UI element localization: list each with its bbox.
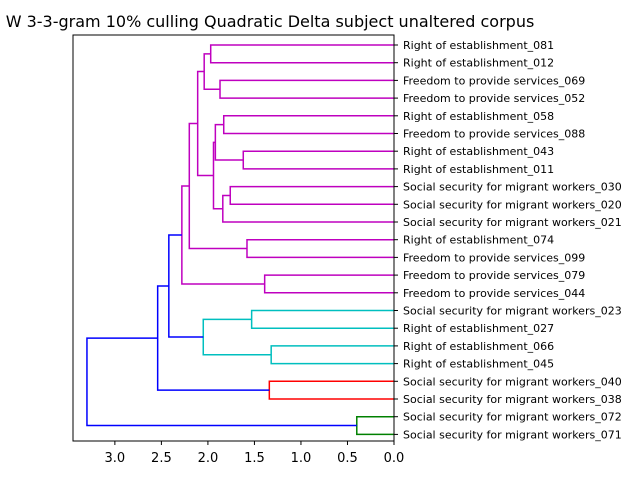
leaf-label: Freedom to provide services_052 bbox=[403, 92, 585, 105]
dendrogram-link-m18 bbox=[168, 234, 204, 338]
dendrogram-link-m17 bbox=[202, 318, 272, 356]
x-axis-ticks: 3.0 2.5 2.0 1.5 1.0 0.5 0.0 bbox=[105, 441, 405, 466]
leaf-label: Social security for migrant workers_040 bbox=[403, 375, 622, 388]
leaf-label: Right of establishment_011 bbox=[403, 163, 554, 176]
leaf-label: Freedom to provide services_088 bbox=[403, 128, 585, 141]
leaf-label: Right of establishment_081 bbox=[403, 39, 554, 52]
x-tick-label: 2.5 bbox=[151, 451, 172, 466]
x-tick-label: 0.0 bbox=[384, 451, 405, 466]
chart-title: W 3-3-gram 10% culling Quadratic Delta s… bbox=[6, 12, 535, 31]
dendrogram-link-m1 bbox=[209, 44, 394, 64]
dendrogram-link-m3 bbox=[203, 53, 221, 90]
leaf-label: Freedom to provide services_044 bbox=[403, 287, 585, 300]
dendrogram-links bbox=[86, 44, 394, 436]
dendrogram-link-m13 bbox=[263, 274, 394, 294]
dendrogram-link-m15 bbox=[250, 309, 394, 329]
dendrogram-link-m19 bbox=[268, 380, 394, 400]
leaf-label: Social security for migrant workers_023 bbox=[403, 305, 622, 318]
dendrogram-link-m4 bbox=[222, 115, 394, 135]
x-tick-label: 0.5 bbox=[337, 451, 358, 466]
x-tick-label: 1.0 bbox=[291, 451, 312, 466]
leaf-label: Social security for migrant workers_030 bbox=[403, 181, 622, 194]
x-tick-label: 2.0 bbox=[198, 451, 219, 466]
leaf-label: Freedom to provide services_079 bbox=[403, 269, 585, 282]
leaf-label: Right of establishment_058 bbox=[403, 110, 554, 123]
leaf-label: Social security for migrant workers_072 bbox=[403, 411, 622, 424]
x-tick-label: 3.0 bbox=[105, 451, 126, 466]
leaf-label: Social security for migrant workers_038 bbox=[403, 393, 622, 406]
leaf-label: Right of establishment_043 bbox=[403, 145, 554, 158]
dendrogram-link-m6 bbox=[214, 123, 244, 161]
leaf-label: Right of establishment_027 bbox=[403, 322, 554, 335]
leaf-labels: Right of establishment_081 Right of estab… bbox=[394, 39, 622, 441]
leaf-label: Social security for migrant workers_071 bbox=[403, 428, 622, 441]
dendrogram-link-m10 bbox=[196, 70, 214, 177]
dendrogram-link-m7 bbox=[229, 185, 394, 206]
leaf-label: Social security for migrant workers_021 bbox=[403, 216, 622, 229]
dendrogram-link-m21 bbox=[356, 415, 394, 436]
dendrogram-link-m22 bbox=[86, 337, 357, 427]
dendrogram-link-m5 bbox=[242, 150, 394, 170]
leaf-label: Right of establishment_074 bbox=[403, 234, 554, 247]
dendrogram-link-m2 bbox=[219, 79, 394, 99]
leaf-label: Right of establishment_066 bbox=[403, 340, 554, 353]
leaf-label: Right of establishment_045 bbox=[403, 358, 554, 371]
dendrogram-link-m20 bbox=[156, 285, 270, 391]
x-tick-label: 1.5 bbox=[244, 451, 265, 466]
leaf-label: Freedom to provide services_099 bbox=[403, 251, 585, 264]
leaf-label: Freedom to provide services_069 bbox=[403, 74, 585, 87]
axes-frame bbox=[72, 34, 395, 442]
leaf-label: Right of establishment_012 bbox=[403, 57, 554, 70]
dendrogram-link-m11 bbox=[246, 238, 394, 259]
leaf-label: Social security for migrant workers_020 bbox=[403, 198, 622, 211]
dendrogram-link-m8 bbox=[222, 194, 394, 223]
dendrogram-link-m16 bbox=[270, 345, 394, 365]
